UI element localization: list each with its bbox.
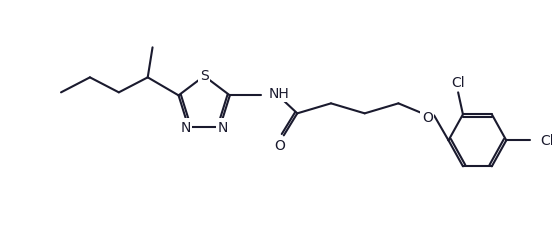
Text: N: N: [181, 120, 190, 134]
Text: Cl: Cl: [452, 76, 465, 90]
Text: NH: NH: [268, 87, 289, 101]
Text: O: O: [422, 111, 433, 125]
Text: O: O: [274, 139, 285, 153]
Text: N: N: [217, 120, 228, 134]
Text: S: S: [200, 69, 209, 83]
Text: Cl: Cl: [540, 134, 552, 148]
